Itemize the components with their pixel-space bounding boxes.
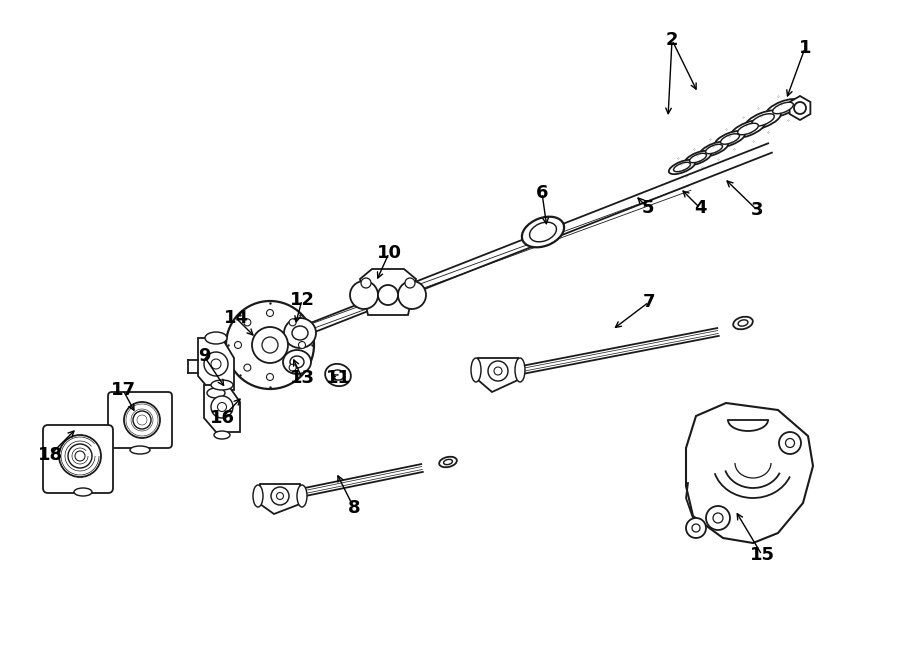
Text: 5: 5	[642, 199, 654, 217]
Circle shape	[68, 444, 92, 468]
Ellipse shape	[332, 370, 344, 380]
Ellipse shape	[515, 358, 525, 382]
Text: 11: 11	[326, 369, 350, 387]
Ellipse shape	[522, 217, 564, 247]
Circle shape	[289, 319, 296, 326]
Ellipse shape	[292, 326, 308, 340]
Ellipse shape	[439, 457, 457, 467]
Ellipse shape	[290, 356, 304, 368]
Text: 7: 7	[643, 293, 655, 311]
Ellipse shape	[207, 388, 225, 398]
Ellipse shape	[214, 431, 230, 439]
Ellipse shape	[715, 131, 745, 147]
Circle shape	[59, 435, 101, 477]
Circle shape	[204, 352, 228, 376]
Circle shape	[276, 492, 284, 500]
Text: 4: 4	[694, 199, 706, 217]
Text: 18: 18	[38, 446, 63, 464]
Polygon shape	[198, 338, 234, 390]
Ellipse shape	[738, 320, 748, 326]
Ellipse shape	[130, 446, 150, 454]
Ellipse shape	[752, 114, 774, 126]
Ellipse shape	[529, 222, 556, 242]
Circle shape	[218, 403, 227, 412]
Ellipse shape	[253, 485, 263, 507]
Text: 10: 10	[376, 244, 401, 262]
Circle shape	[244, 364, 251, 371]
Circle shape	[692, 524, 700, 532]
Circle shape	[713, 513, 723, 523]
Text: 15: 15	[750, 546, 775, 564]
Ellipse shape	[738, 123, 759, 135]
Ellipse shape	[325, 364, 351, 386]
Circle shape	[211, 396, 233, 418]
Text: 16: 16	[210, 409, 235, 427]
Circle shape	[299, 342, 305, 348]
Circle shape	[794, 102, 806, 114]
Ellipse shape	[721, 134, 740, 144]
Circle shape	[244, 319, 251, 326]
Ellipse shape	[444, 459, 453, 465]
Text: 3: 3	[751, 201, 763, 219]
Circle shape	[226, 301, 314, 389]
Circle shape	[488, 361, 508, 381]
Text: 2: 2	[666, 31, 679, 49]
Circle shape	[405, 278, 415, 288]
Circle shape	[786, 438, 795, 447]
Text: 9: 9	[198, 347, 211, 365]
FancyBboxPatch shape	[43, 425, 113, 493]
Text: 12: 12	[290, 291, 314, 309]
Ellipse shape	[297, 485, 307, 507]
Circle shape	[252, 327, 288, 363]
Ellipse shape	[772, 102, 794, 114]
Circle shape	[494, 367, 502, 375]
Ellipse shape	[734, 317, 752, 329]
Ellipse shape	[731, 120, 765, 138]
Ellipse shape	[685, 151, 711, 165]
FancyBboxPatch shape	[108, 392, 172, 448]
Circle shape	[779, 432, 801, 454]
Ellipse shape	[283, 350, 311, 374]
Circle shape	[266, 309, 274, 317]
Ellipse shape	[211, 380, 233, 390]
Circle shape	[235, 342, 241, 348]
Ellipse shape	[673, 163, 690, 172]
Ellipse shape	[284, 318, 316, 348]
Polygon shape	[686, 403, 813, 543]
Ellipse shape	[398, 281, 426, 309]
Circle shape	[266, 373, 274, 381]
Polygon shape	[478, 358, 518, 392]
Ellipse shape	[766, 99, 800, 117]
Circle shape	[289, 364, 296, 371]
Ellipse shape	[205, 332, 227, 344]
Text: 14: 14	[223, 309, 248, 327]
Ellipse shape	[74, 488, 92, 496]
Circle shape	[706, 506, 730, 530]
Ellipse shape	[689, 153, 706, 163]
Ellipse shape	[700, 141, 728, 157]
Text: 13: 13	[290, 369, 314, 387]
Circle shape	[75, 451, 85, 461]
Circle shape	[211, 359, 221, 369]
Polygon shape	[789, 96, 810, 120]
Ellipse shape	[471, 358, 481, 382]
Polygon shape	[360, 269, 416, 315]
Ellipse shape	[745, 110, 781, 130]
Text: 17: 17	[111, 381, 136, 399]
Ellipse shape	[669, 160, 695, 174]
Polygon shape	[204, 385, 240, 432]
Ellipse shape	[350, 281, 378, 309]
Text: 1: 1	[799, 39, 811, 57]
Circle shape	[124, 402, 160, 438]
Ellipse shape	[378, 285, 398, 305]
Circle shape	[271, 487, 289, 505]
Circle shape	[133, 411, 151, 429]
Circle shape	[262, 337, 278, 353]
Ellipse shape	[706, 144, 723, 154]
Polygon shape	[260, 484, 300, 514]
Circle shape	[686, 518, 706, 538]
Circle shape	[361, 278, 371, 288]
Text: 8: 8	[347, 499, 360, 517]
Text: 6: 6	[536, 184, 548, 202]
